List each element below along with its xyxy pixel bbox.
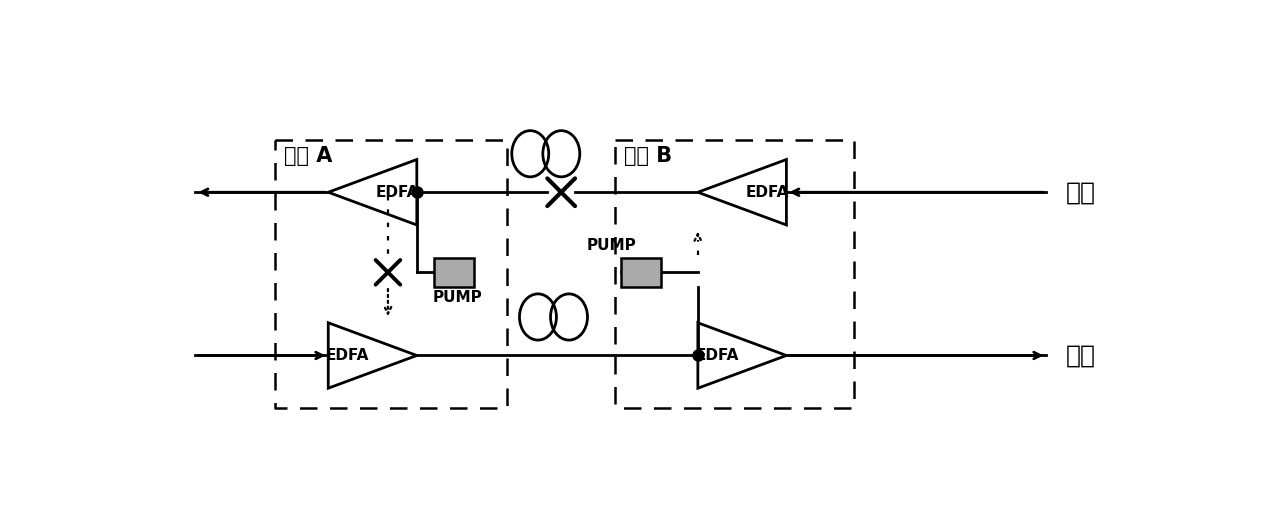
Text: 东向: 东向: [1066, 343, 1096, 367]
Text: PUMP: PUMP: [433, 290, 483, 305]
Text: 站点 B: 站点 B: [624, 146, 672, 166]
Text: 西向: 西向: [1066, 180, 1096, 204]
Text: PUMP: PUMP: [586, 238, 637, 253]
Text: 站点 A: 站点 A: [284, 146, 333, 166]
Bar: [434, 258, 474, 287]
Text: EDFA: EDFA: [327, 348, 369, 363]
Text: EDFA: EDFA: [745, 185, 788, 200]
Bar: [622, 258, 661, 287]
Text: EDFA: EDFA: [696, 348, 739, 363]
Text: EDFA: EDFA: [376, 185, 419, 200]
